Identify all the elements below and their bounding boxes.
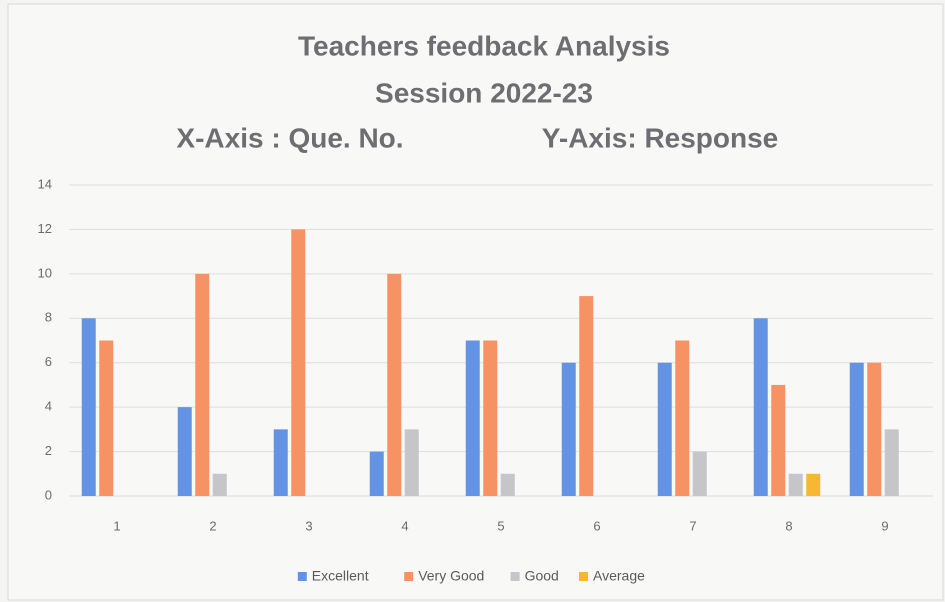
legend-label: Very Good bbox=[418, 568, 484, 584]
x-tick-label: 7 bbox=[689, 518, 696, 533]
bar bbox=[867, 362, 882, 496]
bar bbox=[561, 362, 576, 496]
y-tick-label: 2 bbox=[45, 443, 52, 458]
x-axis-label: X-Axis : Que. No. bbox=[176, 122, 403, 153]
y-tick-label: 12 bbox=[38, 221, 52, 236]
bar bbox=[81, 318, 96, 496]
bar bbox=[771, 384, 786, 496]
x-tick-label: 2 bbox=[209, 518, 216, 533]
x-tick-label: 3 bbox=[305, 518, 312, 533]
legend-swatch bbox=[579, 572, 588, 581]
bar bbox=[273, 429, 288, 496]
bar bbox=[806, 473, 821, 496]
bar bbox=[465, 340, 480, 496]
legend-swatch bbox=[297, 572, 307, 581]
bar bbox=[657, 362, 672, 496]
legend-label: Average bbox=[593, 568, 645, 584]
y-tick-label: 14 bbox=[38, 176, 52, 191]
chart-title: Teachers feedback Analysis bbox=[298, 30, 670, 61]
bar bbox=[753, 318, 768, 496]
y-tick-label: 10 bbox=[38, 265, 52, 280]
bar bbox=[884, 429, 899, 496]
bar bbox=[404, 429, 419, 496]
bar bbox=[99, 340, 114, 496]
chart-subtitle: Session 2022-23 bbox=[375, 77, 593, 108]
x-tick-label: 1 bbox=[113, 518, 120, 533]
x-tick-label: 6 bbox=[593, 518, 600, 533]
y-tick-label: 4 bbox=[45, 399, 52, 414]
bar bbox=[483, 340, 498, 496]
legend-swatch bbox=[510, 572, 520, 581]
legend-label: Excellent bbox=[312, 568, 369, 584]
bar bbox=[387, 273, 402, 496]
x-tick-label: 8 bbox=[785, 518, 792, 533]
bar bbox=[195, 273, 210, 496]
x-tick-label: 9 bbox=[881, 518, 888, 533]
bar bbox=[692, 451, 707, 496]
legend-swatch bbox=[404, 572, 414, 581]
bar bbox=[849, 362, 864, 496]
chart-frame bbox=[7, 3, 944, 601]
bar bbox=[369, 451, 384, 496]
x-tick-label: 4 bbox=[401, 518, 408, 533]
bar bbox=[675, 340, 690, 496]
bar bbox=[177, 407, 192, 496]
bar bbox=[291, 229, 306, 496]
bar bbox=[212, 473, 227, 496]
bar bbox=[579, 296, 594, 496]
x-tick-label: 5 bbox=[497, 518, 504, 533]
bar bbox=[500, 473, 515, 496]
y-tick-label: 8 bbox=[45, 310, 52, 325]
y-axis-label: Y-Axis: Response bbox=[542, 122, 779, 153]
y-tick-label: 6 bbox=[45, 354, 52, 369]
legend-label: Good bbox=[525, 568, 559, 584]
y-tick-label: 0 bbox=[45, 487, 52, 502]
bar bbox=[788, 473, 803, 496]
